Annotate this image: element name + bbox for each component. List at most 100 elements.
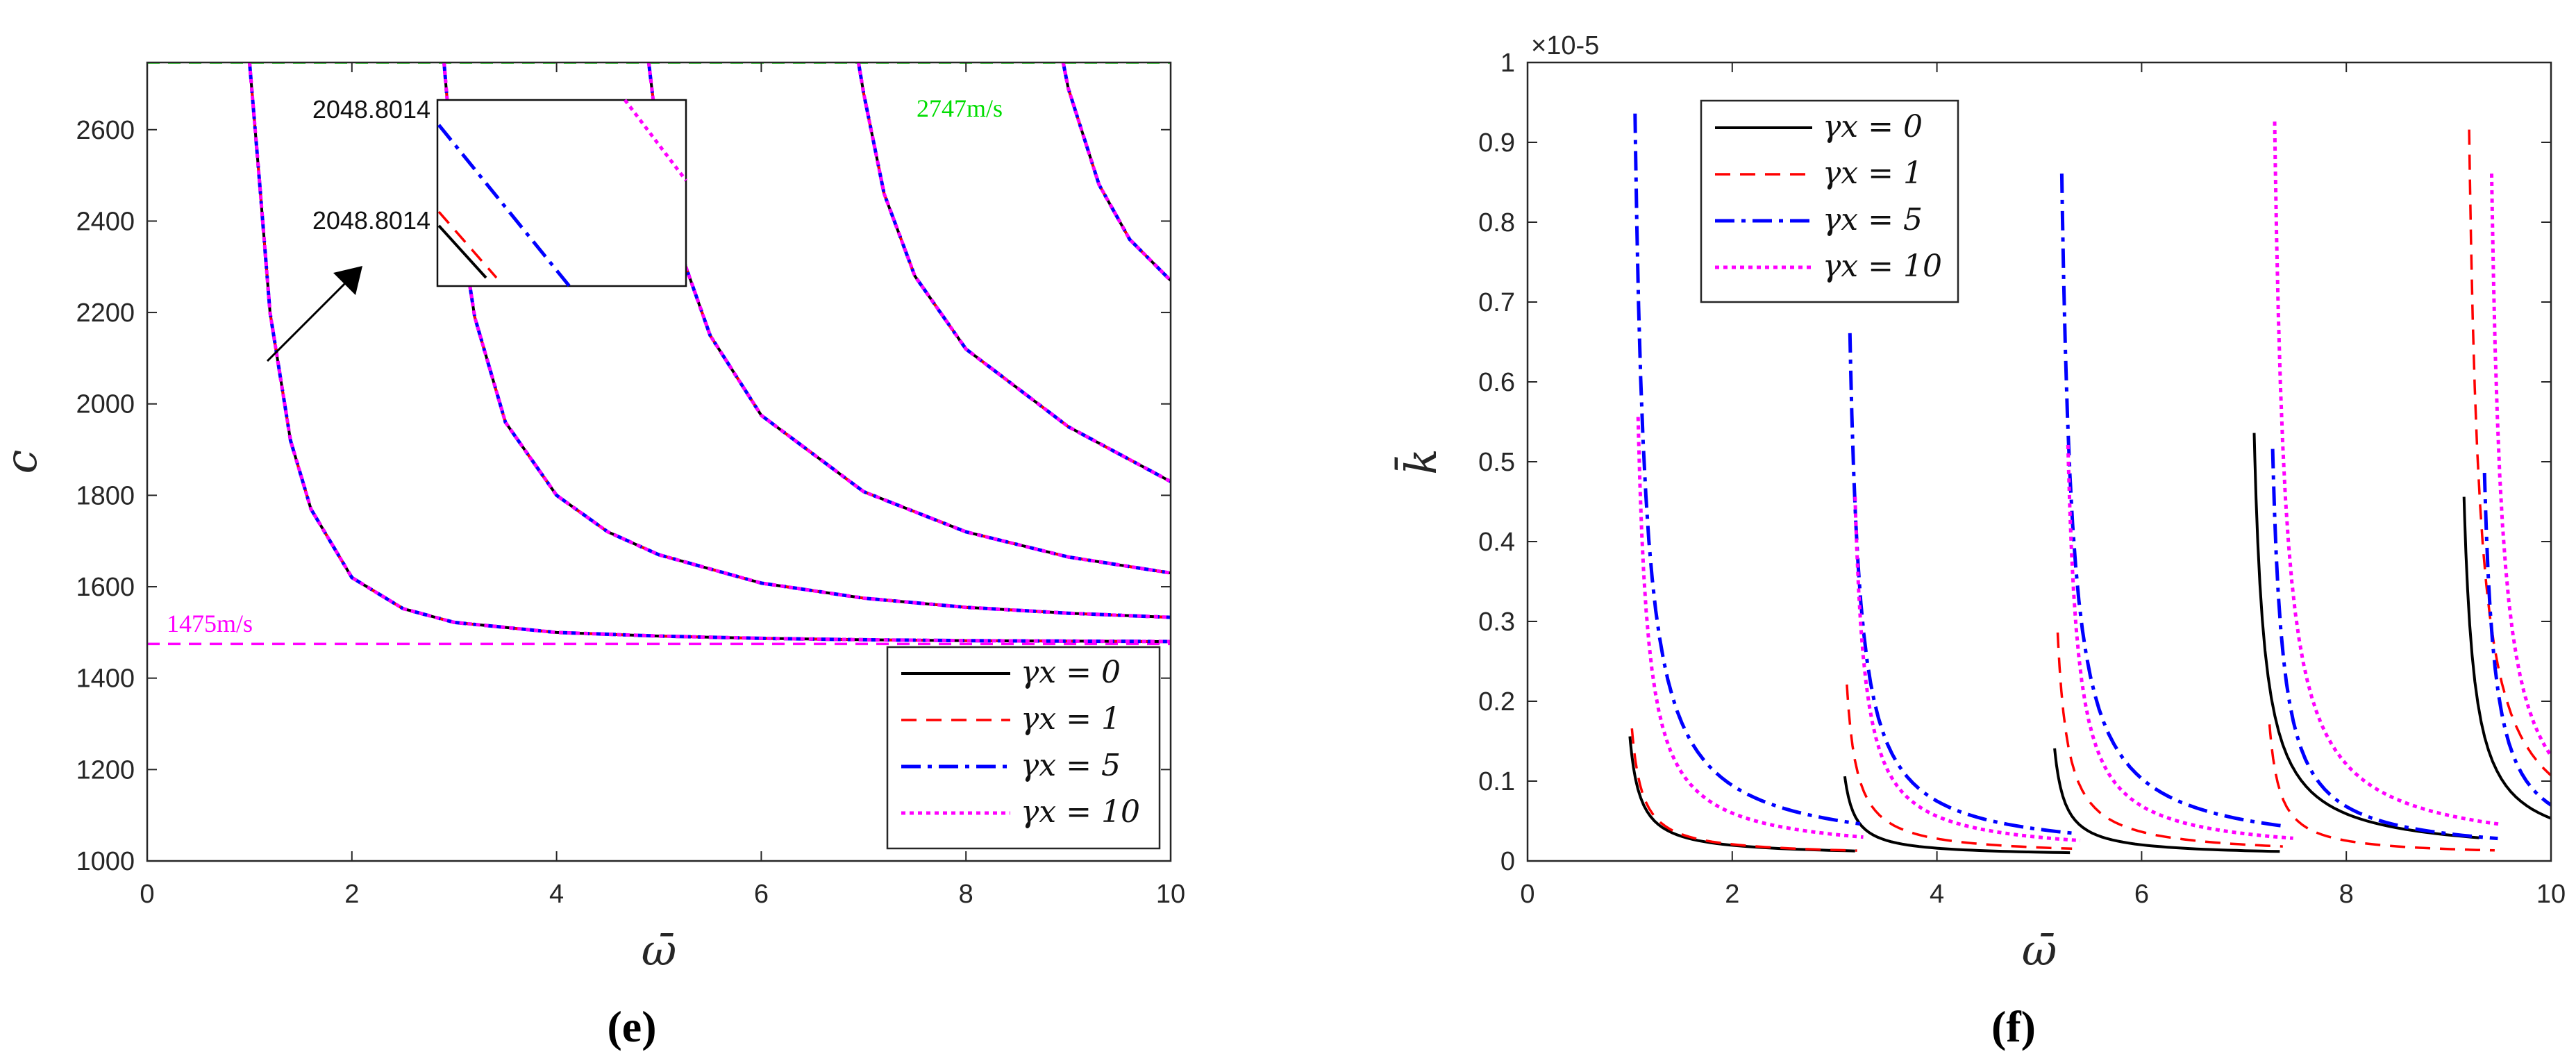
y-tick-label: 1800 [76,481,135,510]
legend-item-1: γx = 1 [1021,701,1121,737]
series-line [2056,633,2283,848]
series-line [247,62,1171,644]
panel-e: 0 2 4 6 8 10 1000 1200 1400 1600 1800 2000 2200 2400… [0,61,1185,1051]
y-tick-label: 0.3 [1478,608,1515,637]
y-tick-label: 0.9 [1478,128,1515,158]
y-tick-label: 0.4 [1478,528,1515,557]
series-line [1846,684,2073,851]
x-tick-label: 6 [754,880,769,909]
series-line [1061,62,1171,282]
y-ticks: 1000 1200 1400 1600 1800 2000 2200 2400 2600 [76,116,1171,876]
y-tick-label: 1600 [76,573,135,602]
y-tick-label: 2400 [76,207,135,236]
series-line [647,62,1171,575]
series-line [2270,449,2498,841]
axis-exponent: ×10-5 [1531,31,1599,60]
inset: 2048.8014 2048.8014 [266,95,687,362]
y-ticks: 0 0.1 0.2 0.3 0.4 0.5 0.6 0.7 0.8 0.9 1 [1478,49,2551,876]
x-axis-label: ω̄ [642,925,677,976]
series-line [442,62,1171,619]
series-line [2462,496,2551,820]
series-line [2066,444,2293,840]
legend-swatches [1715,126,1812,269]
series-line [248,62,1171,643]
series-line [248,62,1171,643]
x-tick-label: 2 [344,880,359,909]
y-tick-label: 0.5 [1478,448,1515,477]
y-tick-label: 0 [1500,847,1515,876]
series-line [1636,417,1864,839]
legend-item-3: γx = 10 [1021,794,1140,830]
x-axis-label: ω̄ [2022,925,2057,976]
plot-frame [1526,61,2552,862]
legend-item-2: γx = 5 [1823,202,1923,237]
y-tick-label: 0.6 [1478,368,1515,397]
y-tick-label: 0.7 [1478,288,1515,317]
inset-line [624,99,687,182]
legend-frame [886,646,1161,850]
legend-item-2: γx = 5 [1021,748,1121,783]
y-tick-label: 0.1 [1478,767,1515,796]
y-axis-label: k̄ [1394,449,1446,475]
x-tick-label: 10 [2536,880,2566,909]
legend-item-0: γx = 0 [1823,109,1923,144]
ref-label-top: 2747m/s [917,94,1003,122]
series-line [1630,728,1857,852]
inset-frame [436,99,687,287]
y-tick-label: 1200 [76,755,135,785]
x-ticks: 0 2 4 6 8 10 [140,62,1185,909]
inset-line [437,224,487,279]
arrow-shaft [266,273,356,362]
series-line [2053,748,2280,853]
x-tick-label: 8 [2339,880,2354,909]
y-tick-label: 0.2 [1478,687,1515,717]
legend-item-3: γx = 10 [1823,249,1942,284]
series-line [2059,173,2288,828]
series-line [856,62,1171,483]
series-line [857,62,1171,483]
series-line [2273,122,2500,826]
panel-caption: (e) [607,1002,656,1051]
y-tick-label: 0.8 [1478,208,1515,237]
y-tick-label: 2200 [76,299,135,328]
series-line [646,62,1171,575]
inset-line [437,124,571,287]
y-tick-label: 1000 [76,847,135,876]
inset-curves [437,99,687,287]
series-line [2268,724,2495,852]
y-axis-label: c [0,450,47,474]
inset-label-bottom: 2048.8014 [312,206,430,235]
inset-label-top: 2048.8014 [312,95,430,124]
y-tick-label: 1 [1500,49,1515,78]
arrow-head-icon [333,266,362,295]
wavenumber-curves [1628,113,2551,855]
x-tick-label: 0 [140,880,154,909]
series-line [2490,173,2551,759]
x-ticks: 0 2 4 6 8 10 [1520,62,2566,909]
series-line [2252,433,2479,839]
panel-f: 0 2 4 6 8 10 0 0.1 0.2 0.3 0.4 0.5 0.6 0.7 0.8 0.9 1 ×1… [1394,31,2566,1051]
series-line [647,62,1171,575]
series-line [2468,129,2551,778]
legend-swatches [901,672,1010,815]
legend-f: γx = 0 γx = 1 γx = 5 γx = 10 [1700,99,1959,303]
legend-e: γx = 0 γx = 1 γx = 5 γx = 10 [886,646,1161,850]
series-line [1628,736,1855,853]
x-tick-label: 10 [1156,880,1185,909]
series-line [1853,496,2081,843]
series-line [247,62,1171,644]
series-line [2482,473,2551,807]
series-line [1633,113,1861,826]
series-line [1062,62,1171,282]
x-tick-label: 0 [1520,880,1534,909]
legend-item-1: γx = 1 [1823,156,1923,191]
panel-caption: (f) [1991,1002,2036,1051]
x-tick-label: 4 [549,880,564,909]
x-tick-label: 4 [1930,880,1944,909]
inset-line [437,210,498,279]
legend-item-0: γx = 0 [1021,655,1121,690]
series-line [856,62,1171,483]
x-tick-label: 6 [2134,880,2149,909]
series-line [1848,333,2075,835]
